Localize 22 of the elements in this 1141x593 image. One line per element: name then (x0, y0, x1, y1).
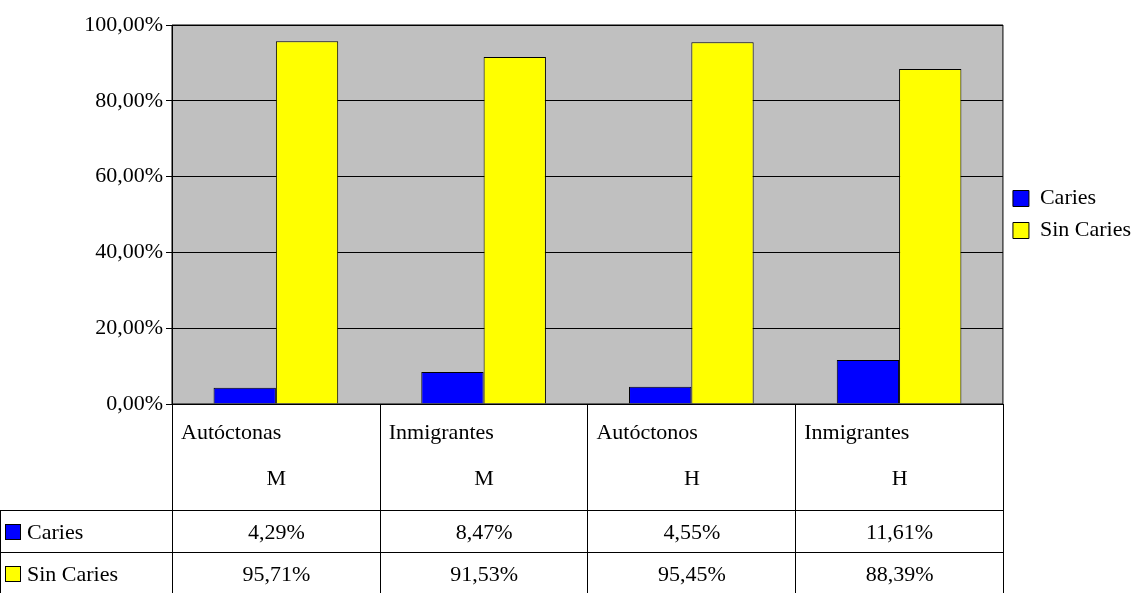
data-label: 95,45% (656, 560, 727, 587)
x-tick-label: Inmigrantes M (387, 419, 495, 491)
y-tick-label: 0,00% (106, 389, 163, 415)
text: Sin Caries (27, 560, 119, 586)
data-label: 4,55% (662, 519, 722, 545)
data-label: 88,39% (864, 560, 935, 587)
y-tick-label: 40,00% (95, 238, 163, 264)
data-label: 11,61% (865, 519, 935, 545)
legend-label: Caries (27, 519, 84, 545)
data-label: 4,29% (246, 519, 306, 545)
y-tick-label: 100,00% (84, 10, 163, 36)
data-label: 95,71% (241, 560, 312, 587)
legend-label: Sin Caries (1039, 216, 1132, 242)
y-tick-label: 20,00% (95, 313, 163, 339)
data-label: 8,47% (454, 519, 514, 545)
data-label: 91,53% (449, 560, 519, 587)
x-tick-label: Autóctonas M (180, 419, 288, 491)
y-tick-label: 60,00% (95, 162, 163, 188)
x-tick-label: Inmigrantes H (803, 419, 911, 491)
text: Caries (1039, 184, 1097, 210)
y-tick-label: 80,00% (95, 86, 163, 112)
x-tick-label: Autóctonos H (595, 419, 701, 491)
